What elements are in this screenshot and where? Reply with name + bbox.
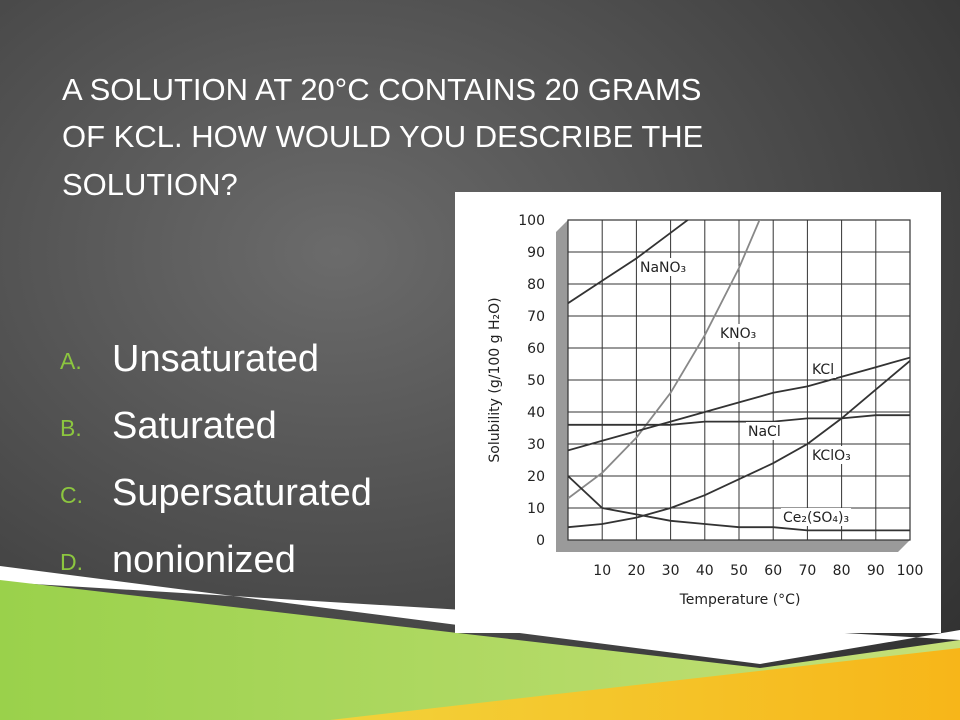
y-tick-label: 50 [527, 373, 545, 389]
y-tick-label: 0 [536, 533, 545, 549]
curve-label: NaNO₃ [640, 260, 686, 276]
x-tick-label: 70 [798, 563, 816, 579]
y-tick-label: 10 [527, 501, 545, 517]
curve-label: KNO₃ [720, 326, 756, 342]
x-tick-label: 30 [662, 563, 680, 579]
x-tick-label: 10 [593, 563, 611, 579]
label-bg [746, 422, 783, 440]
label-bg [781, 508, 852, 526]
label-bg [638, 258, 689, 276]
x-tick-label: 100 [897, 563, 924, 579]
label-bg [718, 324, 759, 342]
series-line [568, 360, 910, 529]
title-line: OF KCL. HOW WOULD YOU DESCRIBE THE [62, 119, 703, 154]
series-line [568, 356, 910, 452]
curve-label: NaCl [748, 424, 781, 440]
y-tick-label: 40 [527, 405, 545, 421]
y-tick-label: 70 [527, 309, 545, 325]
x-tick-label: 80 [833, 563, 851, 579]
title: A SOLUTION AT 20°C CONTAINS 20 GRAMS OF … [62, 72, 703, 202]
curve-label: KCl [812, 362, 834, 378]
curve-label: Ce₂(SO₄)₃ [783, 510, 849, 526]
option-text: nonionized [112, 539, 296, 581]
y-tick-label: 20 [527, 469, 545, 485]
label-bg [810, 360, 837, 378]
label-bg [810, 446, 853, 464]
x-axis-label: Temperature (°C) [679, 592, 801, 608]
x-tick-label: 40 [696, 563, 714, 579]
series-line [568, 220, 690, 304]
title-line: SOLUTION? [62, 167, 238, 202]
y-tick-label: 90 [527, 245, 545, 261]
options: A. Unsaturated B. Saturated C. Supersaturated… [60, 338, 372, 581]
option-letter: A. [60, 348, 82, 374]
x-tick-label: 20 [627, 563, 645, 579]
series-line [568, 220, 761, 500]
x-tick-label: 90 [867, 563, 885, 579]
x-tick-label: 50 [730, 563, 748, 579]
series-line [568, 414, 910, 426]
x-tick-label: 60 [764, 563, 782, 579]
y-axis-label: Solubility (g/100 g H₂O) [487, 297, 503, 462]
y-tick-label: 100 [518, 213, 545, 229]
decor-yellow [330, 648, 960, 720]
option-text: Supersaturated [112, 472, 372, 514]
option-letter: C. [60, 482, 83, 508]
option-letter: D. [60, 549, 83, 575]
option-text: Unsaturated [112, 338, 319, 380]
y-tick-label: 60 [527, 341, 545, 357]
option-text: Saturated [112, 405, 277, 447]
chart: Temperature (°C) Solubility (g/100 g H₂O… [487, 213, 924, 608]
title-line: A SOLUTION AT 20°C CONTAINS 20 GRAMS [62, 72, 701, 107]
curve-label: KClO₃ [812, 448, 851, 464]
y-tick-label: 80 [527, 277, 545, 293]
series-line [568, 475, 910, 532]
option-letter: B. [60, 415, 82, 441]
y-tick-label: 30 [527, 437, 545, 453]
